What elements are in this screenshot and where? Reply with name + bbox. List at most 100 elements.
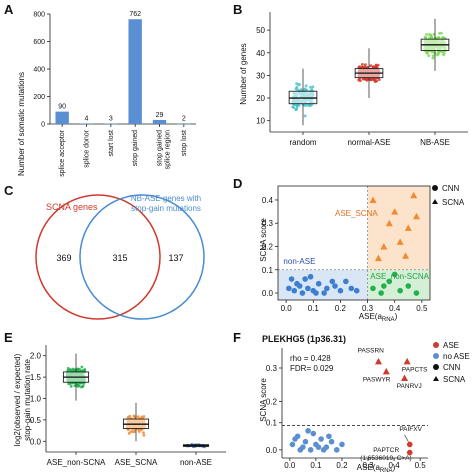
data-point (406, 441, 413, 448)
y-tick-label: 0.1 (262, 266, 274, 275)
data-point (405, 283, 412, 289)
legend-cnn-label: CNN (442, 184, 460, 193)
x-tick-label: 0.2 (336, 461, 348, 470)
data-point (310, 430, 317, 437)
stat-rho: rho = 0.428 (290, 354, 331, 363)
data-point (386, 278, 393, 285)
legend-no-ase-marker (433, 353, 439, 359)
data-point (80, 365, 84, 369)
venn-count-both: 315 (112, 253, 127, 263)
region-ase-non-scna (367, 269, 430, 300)
region-ase-scna (367, 186, 430, 270)
y-tick-label: 0 (41, 122, 45, 129)
data-point (339, 441, 345, 448)
x-tick-label: 0.3 (362, 461, 374, 470)
legend-scna-marker-f (433, 376, 439, 381)
data-point (305, 428, 311, 434)
y-tick-label: 1.0 (30, 395, 42, 404)
panel-b-ylabel: Number of genes (239, 43, 248, 104)
panel-a: A Number of somatic mutations 0 200 400 600… (4, 2, 196, 177)
data-point (142, 433, 146, 437)
data-point (78, 367, 81, 371)
data-point (337, 287, 344, 294)
y-tick-label: 30 (256, 71, 265, 80)
data-point (288, 276, 295, 282)
data-point (357, 65, 361, 69)
panel-f-legend: ASE no ASE CNN SCNA (433, 341, 470, 384)
panel-label-d: D (233, 176, 242, 191)
data-point (391, 271, 398, 278)
data-point (69, 384, 73, 388)
panel-e: E log2(observed / expected)stop-gain mut… (4, 330, 226, 467)
y-tick-label: 0.1 (266, 419, 278, 428)
data-point (413, 290, 420, 296)
data-point (304, 84, 308, 88)
data-point (402, 252, 410, 259)
x-tick-label: 0.0 (284, 461, 296, 470)
data-point (406, 449, 413, 456)
y-tick-label: 0.2 (262, 242, 274, 251)
data-point (132, 430, 136, 434)
data-point (311, 85, 315, 89)
data-point (315, 444, 322, 450)
stat-fdr: FDR= 0.029 (290, 364, 334, 373)
data-point (302, 438, 309, 445)
data-point (313, 290, 319, 296)
panel-label-f: F (233, 330, 241, 345)
data-point (329, 278, 336, 285)
data-point (374, 357, 382, 365)
bar-1 (79, 123, 94, 125)
bar-value-label: 762 (129, 11, 141, 18)
data-point (318, 436, 324, 442)
panel-label-b: B (233, 2, 242, 17)
data-point (309, 85, 312, 89)
panel-f-plot: 0.0 0.1 0.2 0.3 0.4 0.5 0.0 0.1 0.2 0.3 rho = 0.42… (266, 348, 428, 470)
x-tick-label: non-ASE (180, 458, 212, 467)
panel-f-title: PLEKHG5 (1p36.31) (262, 334, 346, 344)
legend-ase-label: ASE (443, 341, 459, 350)
data-point (382, 367, 390, 375)
data-point (441, 35, 445, 39)
data-point (423, 35, 427, 39)
data-point (295, 108, 298, 111)
data-point (324, 285, 330, 292)
data-point (73, 384, 77, 388)
data-point (353, 287, 360, 294)
x-tick-label: 0.4 (389, 304, 401, 313)
legend-cnn-marker-f (433, 364, 439, 370)
data-point (70, 368, 74, 372)
legend-cnn-marker (432, 185, 438, 191)
x-tick-label: 0.1 (310, 461, 322, 470)
bar-value-label: 4 (85, 115, 89, 122)
annotation-paifxv: PAIFXV (399, 426, 422, 433)
data-point (435, 53, 439, 57)
x-tick-label: ASE_SCNA (115, 458, 158, 467)
data-point (428, 36, 431, 40)
venn-count-b-only: 137 (168, 253, 183, 263)
data-point (67, 368, 71, 372)
data-point (372, 65, 375, 69)
data-point (397, 287, 403, 294)
data-point (440, 31, 443, 35)
data-point (326, 433, 332, 440)
data-point (127, 431, 131, 435)
data-point (321, 290, 327, 296)
legend-scna-label-f: SCNA (443, 375, 466, 384)
data-point (298, 83, 301, 86)
data-point (396, 238, 404, 245)
panel-c: C SCNA genes NB-ASE genes with stop-gain … (4, 183, 205, 320)
data-point (437, 51, 441, 54)
x-tick-label-line2: splice region (165, 130, 172, 169)
data-point (142, 415, 146, 418)
data-point (292, 106, 296, 110)
panel-label-a: A (4, 2, 14, 17)
data-point (308, 104, 312, 108)
data-point (142, 431, 145, 435)
panel-label-e: E (4, 330, 13, 345)
data-point (431, 54, 435, 58)
panel-b-plot: 10 20 30 40 50 random normal-ASE NB-ASE (256, 12, 468, 147)
plot-frame (277, 185, 431, 301)
data-point (427, 54, 431, 58)
data-point (315, 280, 322, 287)
panel-a-ylabel: Number of somatic mutations (17, 72, 26, 176)
